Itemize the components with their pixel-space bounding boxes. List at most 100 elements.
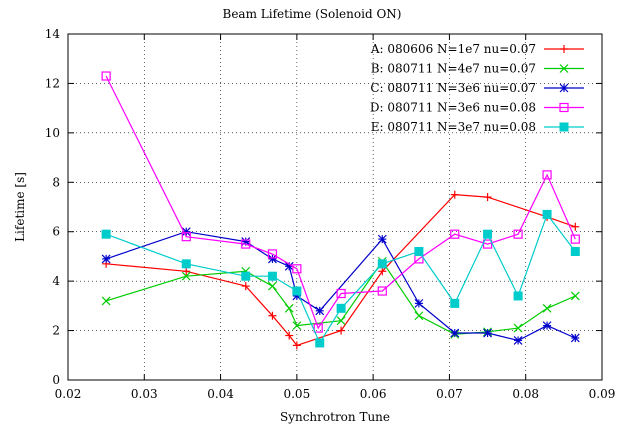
marker-stroke xyxy=(483,328,492,338)
x-tick-label: 0.07 xyxy=(436,387,463,401)
data-point xyxy=(315,338,325,348)
marker-stroke xyxy=(284,303,294,313)
data-point xyxy=(513,229,523,239)
data-point xyxy=(313,323,323,333)
y-tick-label: 14 xyxy=(45,27,61,41)
legend-item: C: 080711 N=3e6 nu=0.07 xyxy=(370,81,584,95)
marker-stroke xyxy=(336,288,346,299)
y-tick-label: 0 xyxy=(52,373,60,387)
legend-label: E: 080711 N=3e7 nu=0.08 xyxy=(371,120,536,134)
data-point xyxy=(450,298,460,308)
chart-title: Beam Lifetime (Solenoid ON) xyxy=(223,7,402,21)
data-point xyxy=(513,323,523,333)
marker-stroke xyxy=(542,170,552,180)
marker-stroke xyxy=(377,286,387,296)
marker-stroke xyxy=(450,229,460,239)
marker-stroke xyxy=(450,298,460,308)
x-axis-title: Synchrotron Tune xyxy=(280,410,390,424)
data-point xyxy=(336,303,346,313)
series-line-a xyxy=(106,193,576,347)
legend-item: A: 080606 N=1e7 nu=0.07 xyxy=(370,42,584,56)
data-point xyxy=(483,328,492,338)
marker-stroke xyxy=(181,227,191,237)
marker-stroke xyxy=(241,271,251,281)
marker-stroke xyxy=(513,336,523,345)
data-point xyxy=(542,303,552,313)
marker-stroke xyxy=(542,321,552,331)
marker-stroke xyxy=(336,303,346,313)
data-point xyxy=(542,209,552,219)
data-point xyxy=(267,249,278,259)
data-point xyxy=(570,234,580,244)
legend-item: D: 080711 N=3e6 nu=0.08 xyxy=(370,101,584,115)
legend-marker xyxy=(559,122,569,132)
marker-stroke xyxy=(414,298,424,308)
data-point xyxy=(377,234,387,244)
legend-marker xyxy=(559,102,569,113)
legend-marker xyxy=(559,83,569,93)
y-tick-label: 12 xyxy=(45,76,60,90)
data-point xyxy=(542,170,552,180)
data-point xyxy=(336,316,346,326)
marker-stroke xyxy=(336,316,346,326)
data-point xyxy=(571,222,580,231)
data-point xyxy=(292,341,301,350)
marker-stroke xyxy=(559,83,569,93)
data-point xyxy=(315,306,325,316)
y-axis-title: Lifetime [s] xyxy=(13,172,27,242)
x-tick-label: 0.09 xyxy=(589,387,616,401)
data-point xyxy=(483,193,492,202)
data-point xyxy=(337,326,346,335)
legend-marker xyxy=(560,45,568,53)
x-tick-label: 0.04 xyxy=(207,387,234,401)
x-tick-label: 0.02 xyxy=(55,387,82,401)
data-point xyxy=(292,321,302,331)
marker-stroke xyxy=(559,122,569,132)
data-point xyxy=(292,264,302,274)
data-point xyxy=(414,246,424,256)
marker-stroke xyxy=(313,323,323,333)
marker-stroke xyxy=(570,246,580,256)
marker-stroke xyxy=(414,246,424,256)
data-point xyxy=(378,267,387,276)
marker-stroke xyxy=(268,281,277,291)
data-point xyxy=(513,291,523,301)
marker-stroke xyxy=(570,234,580,244)
legend-label: A: 080606 N=1e7 nu=0.07 xyxy=(370,42,536,56)
marker-stroke xyxy=(241,239,251,249)
marker-stroke xyxy=(292,321,302,331)
marker-stroke xyxy=(181,232,191,242)
data-point xyxy=(513,336,523,345)
data-point xyxy=(268,311,277,320)
marker-stroke xyxy=(292,286,302,296)
data-point xyxy=(570,291,580,301)
data-point xyxy=(292,286,302,296)
marker-stroke xyxy=(570,291,580,301)
legend-label: C: 080711 N=3e6 nu=0.07 xyxy=(370,81,536,95)
marker-stroke xyxy=(450,328,460,338)
data-point xyxy=(181,259,191,269)
marker-stroke xyxy=(101,229,111,239)
marker-stroke xyxy=(513,229,523,239)
marker-stroke xyxy=(513,323,523,333)
legend-item: E: 080711 N=3e7 nu=0.08 xyxy=(371,120,584,134)
data-point xyxy=(101,71,111,81)
marker-stroke xyxy=(101,254,111,264)
x-tick-label: 0.08 xyxy=(512,387,539,401)
marker-stroke xyxy=(315,338,325,348)
legend-item: B: 080711 N=4e7 nu=0.07 xyxy=(371,62,584,76)
data-point xyxy=(285,331,294,340)
y-tick-label: 10 xyxy=(45,126,60,140)
data-point xyxy=(336,288,346,299)
y-tick-label: 6 xyxy=(52,225,60,239)
marker-stroke xyxy=(513,291,523,301)
marker-stroke xyxy=(559,102,569,113)
plot-frame xyxy=(67,33,603,381)
data-point xyxy=(267,271,277,281)
legend-label: B: 080711 N=4e7 nu=0.07 xyxy=(371,62,536,76)
data-point xyxy=(181,271,191,281)
data-point xyxy=(483,229,493,239)
marker-stroke xyxy=(181,271,191,281)
legend-label: D: 080711 N=3e6 nu=0.08 xyxy=(370,101,536,115)
